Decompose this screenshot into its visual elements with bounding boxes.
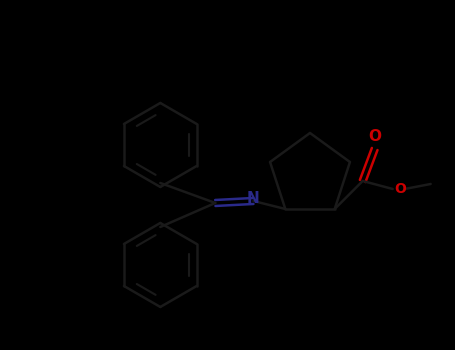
- Text: N: N: [247, 191, 260, 206]
- Text: O: O: [368, 129, 381, 144]
- Text: O: O: [394, 182, 407, 196]
